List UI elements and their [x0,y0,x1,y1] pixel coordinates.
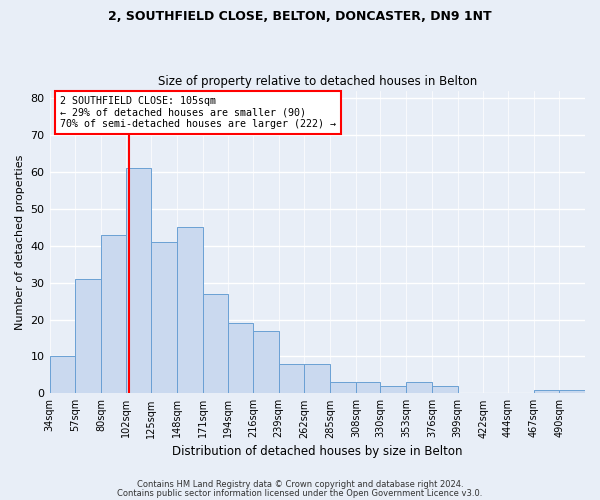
Text: 2 SOUTHFIELD CLOSE: 105sqm
← 29% of detached houses are smaller (90)
70% of semi: 2 SOUTHFIELD CLOSE: 105sqm ← 29% of deta… [60,96,336,129]
Bar [559,390,585,394]
X-axis label: Distribution of detached houses by size in Belton: Distribution of detached houses by size … [172,444,463,458]
Title: Size of property relative to detached houses in Belton: Size of property relative to detached ho… [158,76,477,88]
Bar [75,279,101,394]
Bar [101,235,125,394]
Bar [125,168,151,394]
Bar [151,242,177,394]
Bar [330,382,356,394]
Bar [50,356,75,394]
Bar [304,364,330,394]
Bar [533,390,559,394]
Bar [432,386,458,394]
Bar [229,324,253,394]
Bar [253,330,279,394]
Text: Contains HM Land Registry data © Crown copyright and database right 2024.: Contains HM Land Registry data © Crown c… [137,480,463,489]
Bar [356,382,380,394]
Y-axis label: Number of detached properties: Number of detached properties [15,154,25,330]
Bar [279,364,304,394]
Text: 2, SOUTHFIELD CLOSE, BELTON, DONCASTER, DN9 1NT: 2, SOUTHFIELD CLOSE, BELTON, DONCASTER, … [108,10,492,23]
Bar [177,228,203,394]
Bar [203,294,229,394]
Bar [406,382,432,394]
Text: Contains public sector information licensed under the Open Government Licence v3: Contains public sector information licen… [118,490,482,498]
Bar [380,386,406,394]
